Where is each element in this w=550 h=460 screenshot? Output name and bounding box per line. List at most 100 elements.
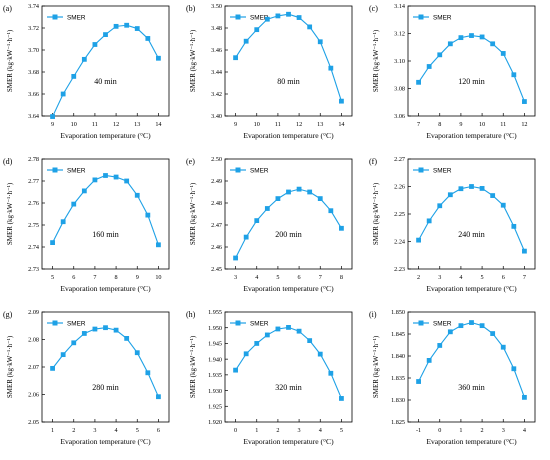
time-annotation: 240 min — [458, 230, 484, 239]
data-point — [254, 341, 260, 346]
x-tick-label: 4 — [459, 274, 462, 281]
plot-frame — [224, 5, 353, 117]
legend-label: SMER — [433, 14, 452, 21]
data-point — [81, 56, 87, 62]
plot-frame — [407, 158, 536, 270]
data-point — [500, 202, 506, 208]
y-tick-label: 2.77 — [28, 178, 39, 185]
data-point — [479, 323, 485, 329]
x-tick-label: 2 — [417, 274, 420, 281]
x-tick-label: 7 — [93, 274, 96, 281]
data-point — [71, 74, 77, 79]
x-tick-label: 10 — [479, 121, 485, 128]
data-point — [124, 178, 130, 184]
x-tick-label: 11 — [275, 121, 281, 128]
y-tick-label: 2.27 — [394, 156, 405, 163]
data-point — [103, 325, 108, 331]
x-tick-label: 5 — [481, 274, 484, 281]
data-point — [416, 79, 421, 85]
data-point — [339, 396, 344, 401]
x-axis-label: Evaporation temperature (°C) — [60, 284, 151, 293]
data-point — [275, 196, 281, 201]
y-tick-label: 2.78 — [28, 156, 39, 163]
x-tick-label: 4 — [255, 274, 258, 281]
data-point — [286, 11, 291, 17]
x-tick-label: 5 — [136, 427, 139, 434]
x-tick-label: 8 — [438, 121, 441, 128]
time-annotation: 320 min — [275, 383, 301, 392]
data-point — [50, 365, 55, 371]
data-point — [50, 240, 55, 245]
x-tick-label: 9 — [234, 121, 237, 128]
y-tick-label: 3.10 — [394, 58, 405, 65]
plot-frame — [407, 311, 536, 423]
x-tick-label: 1 — [255, 427, 258, 434]
y-axis-label: SMER (kg·kW⁻¹·h⁻¹) — [6, 335, 14, 398]
chart-panel-i: (i) 1.825 1.830 1.835 1.840 1.845 1.850 -1 0 1 2 3 4… — [369, 309, 536, 446]
x-tick-label: 9 — [459, 121, 462, 128]
plot-frame — [41, 5, 170, 117]
chart-panel-a: (a) 3.64 3.66 3.68 3.70 3.72 3.74 9 10 11 12 13 14 Ev… — [3, 3, 170, 140]
chart-panel-h: (h) 1.920 1.925 1.930 1.935 1.940 1.945 1.950 1.… — [186, 309, 353, 446]
y-tick-label: 1.845 — [391, 331, 405, 338]
legend-label: SMER — [67, 320, 86, 327]
data-point — [500, 51, 506, 56]
data-point — [437, 343, 443, 348]
data-point — [145, 36, 151, 41]
x-tick-label: 6 — [157, 427, 160, 434]
data-point — [339, 98, 344, 104]
data-point — [113, 23, 119, 29]
data-point — [437, 203, 443, 209]
y-tick-label: 2.24 — [394, 239, 405, 246]
legend-marker — [52, 14, 58, 20]
x-tick-label: 3 — [234, 274, 237, 281]
x-tick-label: 2 — [72, 427, 75, 434]
time-annotation: 160 min — [92, 230, 118, 239]
chart-panel-c: (c) 3.06 3.08 3.10 3.12 3.14 7 8 9 10 11 12 Evaporat… — [369, 3, 536, 140]
data-point — [92, 177, 98, 183]
data-point — [522, 394, 527, 400]
x-tick-label: 13 — [134, 121, 140, 128]
y-tick-label: 2.73 — [28, 266, 39, 273]
data-point — [134, 192, 140, 198]
data-point — [522, 99, 527, 104]
y-tick-label: 1.940 — [208, 356, 222, 363]
data-point — [416, 379, 421, 384]
y-tick-label: 3.46 — [211, 47, 222, 54]
y-tick-label: 2.74 — [28, 244, 39, 251]
y-tick-label: 2.26 — [394, 184, 405, 191]
legend-label: SMER — [433, 167, 452, 174]
data-point — [92, 42, 98, 47]
x-tick-label: 11 — [500, 121, 506, 128]
time-annotation: 280 min — [92, 383, 118, 392]
y-tick-label: 2.09 — [28, 309, 39, 316]
x-tick-label: 2 — [276, 427, 279, 434]
panel-label: (g) — [3, 310, 13, 319]
y-tick-label: 3.66 — [28, 91, 39, 98]
time-annotation: 200 min — [275, 230, 301, 239]
data-point — [469, 33, 474, 38]
x-tick-label: 0 — [234, 427, 237, 434]
y-tick-label: 2.76 — [28, 200, 39, 207]
data-point — [437, 52, 443, 58]
data-point — [243, 38, 249, 44]
data-point — [328, 65, 334, 71]
data-point — [328, 370, 334, 376]
y-tick-label: 2.07 — [28, 364, 39, 371]
data-point — [447, 41, 453, 47]
chart-panel-b: (b) 3.40 3.42 3.44 3.46 3.48 3.50 9 10 11 12 13 14 Ev… — [186, 3, 353, 140]
data-point — [317, 39, 323, 45]
panel-label: (f) — [369, 157, 377, 166]
data-point — [233, 255, 238, 261]
y-axis-label: SMER (kg·kW⁻¹·h⁻¹) — [6, 29, 14, 92]
x-tick-label: 3 — [502, 427, 505, 434]
series-line — [52, 24, 159, 117]
data-point — [458, 323, 464, 329]
data-point — [60, 352, 66, 358]
y-tick-label: 3.14 — [394, 3, 405, 10]
y-axis-label: SMER (kg·kW⁻¹·h⁻¹) — [189, 335, 197, 398]
data-point — [71, 201, 77, 207]
x-tick-label: 4 — [523, 427, 526, 434]
panel-label: (a) — [3, 4, 12, 13]
x-axis-label: Evaporation temperature (°C) — [426, 131, 517, 140]
